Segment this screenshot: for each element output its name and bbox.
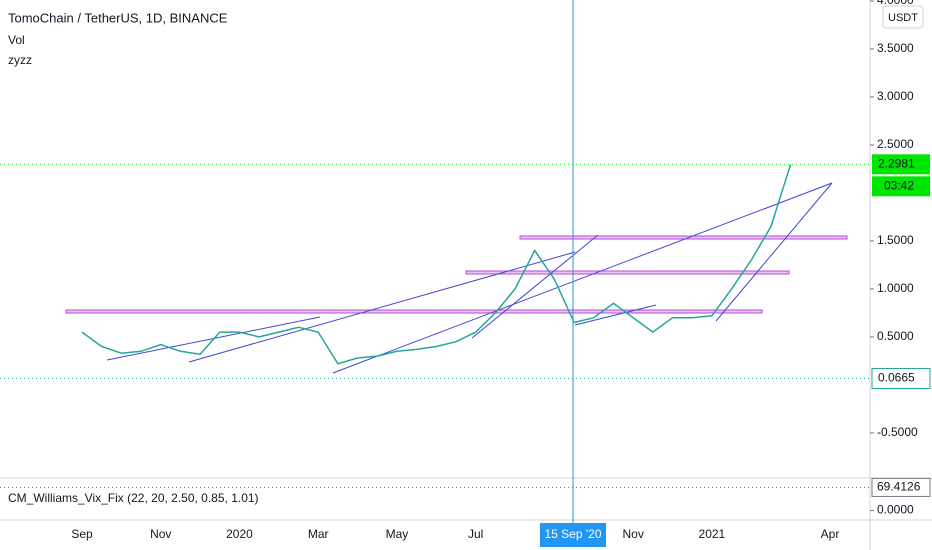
- level-box: [465, 270, 790, 275]
- indicator-last-badge: [871, 477, 931, 497]
- y-tick-label: 3.5000: [877, 41, 914, 55]
- x-tick-label: Mar: [308, 527, 329, 541]
- trend-line: [574, 304, 657, 326]
- level-box: [519, 235, 848, 240]
- crosshair-badge: [540, 523, 606, 547]
- x-tick-label: Apr: [821, 527, 840, 541]
- price-badge-label: 2.2981: [878, 156, 915, 170]
- y-tick-label: 4.0000: [877, 0, 914, 7]
- study-label: zyzz: [8, 53, 32, 67]
- x-tick-label: Nov: [622, 527, 643, 541]
- indicator-tick-label: 0.0000: [877, 503, 914, 517]
- chart-title: TomoChain / TetherUS, 1D, BINANCE: [8, 10, 228, 25]
- currency-label: USDT: [888, 12, 918, 24]
- crosshair-label: 15 Sep '20: [544, 527, 601, 541]
- trend-line: [471, 234, 599, 339]
- x-tick-label: Jul: [468, 527, 483, 541]
- trend-line: [715, 182, 833, 322]
- countdown-label: 03:42: [884, 178, 914, 192]
- indicator-label: CM_Williams_Vix_Fix (22, 20, 2.50, 0.85,…: [8, 491, 259, 505]
- level-badge: [871, 368, 931, 390]
- y-tick-label: -0.5000: [877, 425, 918, 439]
- study-label: Vol: [8, 33, 25, 47]
- x-tick-label: 2021: [699, 527, 726, 541]
- y-tick-label: 3.0000: [877, 89, 914, 103]
- x-tick-label: Nov: [150, 527, 171, 541]
- y-tick-label: 0.5000: [877, 329, 914, 343]
- price-line: [81, 164, 792, 365]
- indicator-last-label: 69.4126: [877, 480, 921, 494]
- trend-line: [332, 182, 833, 374]
- level-box: [65, 309, 763, 314]
- y-tick-label: 1.5000: [877, 233, 914, 247]
- currency-button[interactable]: [882, 5, 924, 29]
- countdown-badge: [872, 176, 930, 197]
- level-badge-label: 0.0665: [878, 371, 915, 385]
- y-tick-label: 1.0000: [877, 281, 914, 295]
- x-tick-label: 2020: [226, 527, 253, 541]
- x-tick-label: May: [386, 527, 409, 541]
- trend-line: [188, 251, 576, 363]
- y-tick-label: 2.5000: [877, 137, 914, 151]
- x-tick-label: Sep: [71, 527, 93, 541]
- drawings: [65, 182, 848, 374]
- price-badge: [872, 154, 930, 175]
